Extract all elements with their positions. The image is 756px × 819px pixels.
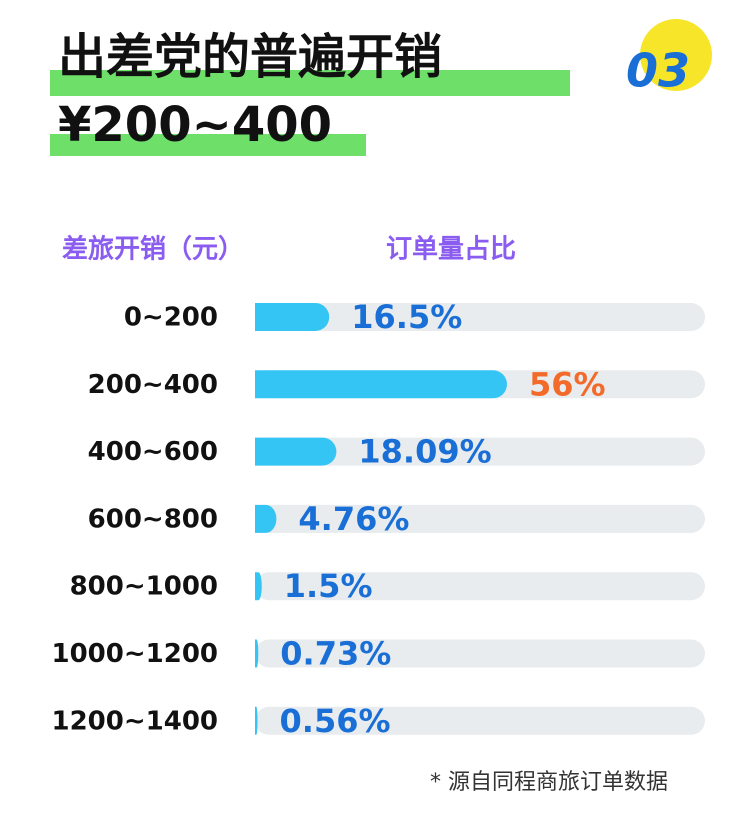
bar — [255, 370, 507, 399]
footnote: * 源自同程商旅订单数据 — [430, 770, 668, 795]
value-label: 1.5% — [284, 567, 373, 605]
value-label: 56% — [529, 365, 606, 403]
value-label: 18.09% — [358, 433, 491, 471]
bar — [255, 303, 330, 331]
category-label: 0~200 — [124, 303, 218, 333]
bar-track — [255, 504, 705, 533]
chart-title: 出差党的普遍开销 — [58, 29, 442, 85]
bar — [255, 572, 262, 601]
chart-subtitle: ¥200~400 — [58, 97, 332, 153]
title-highlight — [50, 70, 570, 96]
category-label: 800~1000 — [70, 572, 218, 602]
value-label: 0.56% — [280, 702, 391, 740]
value-label: 0.73% — [280, 635, 391, 673]
category-label: 1200~1400 — [51, 706, 218, 736]
category-label: 200~400 — [88, 370, 218, 400]
bar — [255, 437, 337, 466]
value-label: 16.5% — [351, 298, 462, 336]
category-label: 600~800 — [88, 504, 218, 534]
bar — [255, 504, 277, 533]
bar-track — [255, 639, 705, 668]
category-label: 1000~1200 — [51, 639, 218, 669]
category-label: 400~600 — [88, 437, 218, 467]
bar-track — [255, 303, 705, 331]
bar-track — [255, 437, 705, 466]
subtitle-highlight — [50, 134, 366, 156]
value-label: 4.76% — [298, 500, 409, 538]
badge: 03 — [626, 44, 690, 98]
badge-circle — [640, 19, 712, 91]
bar — [255, 706, 258, 735]
category-header: 差旅开销（元） — [62, 234, 244, 265]
bar-track — [255, 706, 705, 735]
value-header: 订单量占比 — [386, 235, 516, 265]
bar — [255, 639, 259, 668]
bar-track — [255, 572, 705, 601]
